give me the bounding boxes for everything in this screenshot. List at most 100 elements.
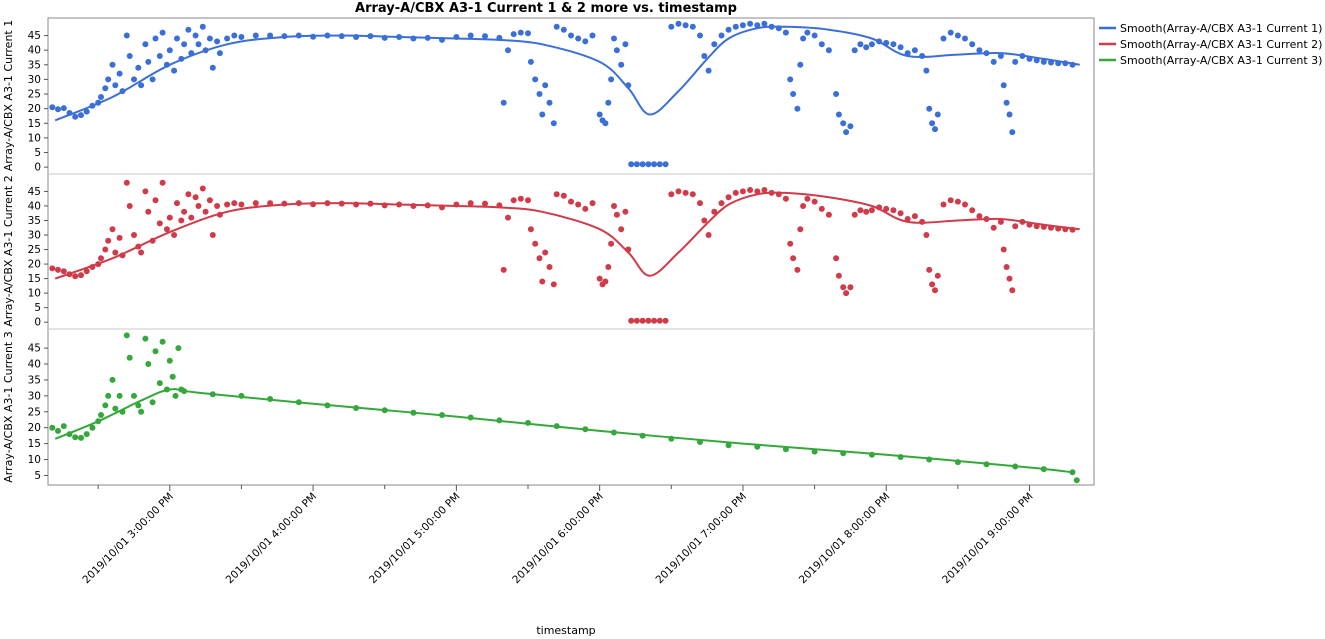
x-tick-label: 2019/10/01 8:00:00 PM bbox=[797, 491, 893, 587]
data-point bbox=[560, 192, 567, 199]
data-point bbox=[705, 232, 712, 238]
data-point bbox=[156, 220, 163, 227]
data-point bbox=[542, 249, 549, 256]
legend-item[interactable]: Smooth(Array-A/CBX A3-1 Current 1) bbox=[1099, 22, 1322, 35]
x-axis: 2019/10/01 3:00:00 PM 2019/10/01 4:00:00 … bbox=[80, 485, 1036, 587]
data-point bbox=[639, 161, 646, 168]
data-point bbox=[252, 32, 259, 39]
data-point bbox=[675, 20, 682, 27]
data-point bbox=[142, 188, 149, 195]
data-point bbox=[138, 82, 145, 89]
data-point bbox=[89, 424, 96, 431]
data-point bbox=[166, 47, 173, 54]
data-point bbox=[112, 249, 119, 256]
data-point bbox=[847, 284, 854, 291]
data-point bbox=[505, 214, 511, 221]
y-axis-label: Array-A/CBX A3-1 Current 3 bbox=[2, 331, 15, 482]
data-point bbox=[754, 188, 761, 195]
data-point bbox=[1040, 58, 1047, 65]
data-point bbox=[166, 357, 173, 364]
data-point bbox=[932, 126, 938, 133]
data-point bbox=[962, 35, 968, 42]
data-point bbox=[835, 111, 842, 118]
y-tick-label: 30 bbox=[28, 390, 41, 402]
data-point bbox=[267, 32, 274, 39]
data-point bbox=[962, 201, 968, 208]
legend-item[interactable]: Smooth(Array-A/CBX A3-1 Current 3) bbox=[1099, 54, 1322, 67]
data-point bbox=[602, 278, 609, 285]
data-point bbox=[851, 47, 858, 54]
data-point bbox=[1000, 82, 1007, 89]
data-point bbox=[940, 201, 947, 208]
data-point bbox=[78, 272, 84, 279]
data-point bbox=[825, 47, 832, 54]
data-point bbox=[747, 187, 754, 193]
y-tick-label: 5 bbox=[34, 470, 41, 482]
data-point bbox=[156, 380, 163, 387]
data-point bbox=[78, 434, 84, 441]
data-point bbox=[761, 187, 768, 193]
legend-label: Smooth(Array-A/CBX A3-1 Current 2) bbox=[1120, 38, 1322, 51]
data-point bbox=[171, 67, 178, 74]
y-tick-label: 10 bbox=[28, 454, 41, 466]
y-tick-label: 35 bbox=[28, 215, 41, 227]
data-point bbox=[747, 20, 754, 27]
data-point bbox=[787, 240, 794, 247]
y-tick-label: 40 bbox=[28, 359, 41, 371]
data-point bbox=[145, 58, 152, 65]
data-point bbox=[174, 35, 180, 42]
data-point bbox=[976, 47, 983, 54]
data-point bbox=[633, 317, 640, 324]
y-tick-label: 40 bbox=[28, 45, 41, 57]
data-point bbox=[651, 317, 658, 324]
data-point bbox=[206, 35, 213, 42]
data-point bbox=[181, 41, 188, 48]
data-point bbox=[195, 203, 202, 209]
data-point bbox=[142, 335, 149, 342]
y-tick-label: 25 bbox=[28, 244, 41, 256]
data-point bbox=[126, 53, 133, 59]
y-tick-label: 20 bbox=[28, 422, 41, 434]
data-point bbox=[142, 41, 149, 48]
data-point bbox=[171, 232, 178, 238]
data-point bbox=[60, 423, 67, 430]
y-tick-label: 25 bbox=[28, 406, 41, 418]
chart-title: Array-A/CBX A3-1 Current 1 & 2 more vs. … bbox=[355, 1, 737, 16]
data-point bbox=[546, 99, 553, 106]
data-point bbox=[868, 41, 875, 48]
data-point bbox=[990, 58, 997, 65]
plot-frame bbox=[47, 17, 1095, 486]
legend-item[interactable]: Smooth(Array-A/CBX A3-1 Current 2) bbox=[1099, 38, 1322, 51]
data-point bbox=[550, 120, 557, 127]
data-point bbox=[804, 195, 811, 202]
data-point bbox=[926, 266, 933, 273]
data-point bbox=[662, 317, 669, 324]
data-point bbox=[608, 240, 615, 247]
data-point bbox=[78, 112, 84, 119]
data-point bbox=[112, 405, 119, 412]
x-axis-label: timestamp bbox=[536, 624, 595, 637]
data-point bbox=[739, 22, 746, 29]
data-point bbox=[145, 208, 152, 215]
data-point bbox=[800, 203, 807, 209]
data-point bbox=[109, 376, 116, 383]
data-point bbox=[539, 278, 546, 285]
data-point bbox=[123, 332, 130, 339]
data-point bbox=[560, 26, 567, 33]
y-tick-label: 0 bbox=[34, 317, 41, 329]
data-point bbox=[605, 264, 612, 270]
data-point bbox=[216, 50, 223, 57]
data-point bbox=[195, 41, 202, 48]
data-point bbox=[55, 106, 61, 113]
data-point bbox=[123, 179, 130, 186]
data-point bbox=[954, 32, 961, 39]
data-point bbox=[782, 29, 789, 36]
x-tick-label: 2019/10/01 3:00:00 PM bbox=[80, 491, 176, 587]
data-point bbox=[467, 200, 474, 207]
data-point bbox=[976, 213, 983, 220]
legend[interactable]: Smooth(Array-A/CBX A3-1 Current 1) Smooth… bbox=[1099, 22, 1322, 67]
data-point bbox=[613, 47, 620, 54]
data-point bbox=[159, 29, 166, 36]
data-point bbox=[553, 191, 560, 198]
